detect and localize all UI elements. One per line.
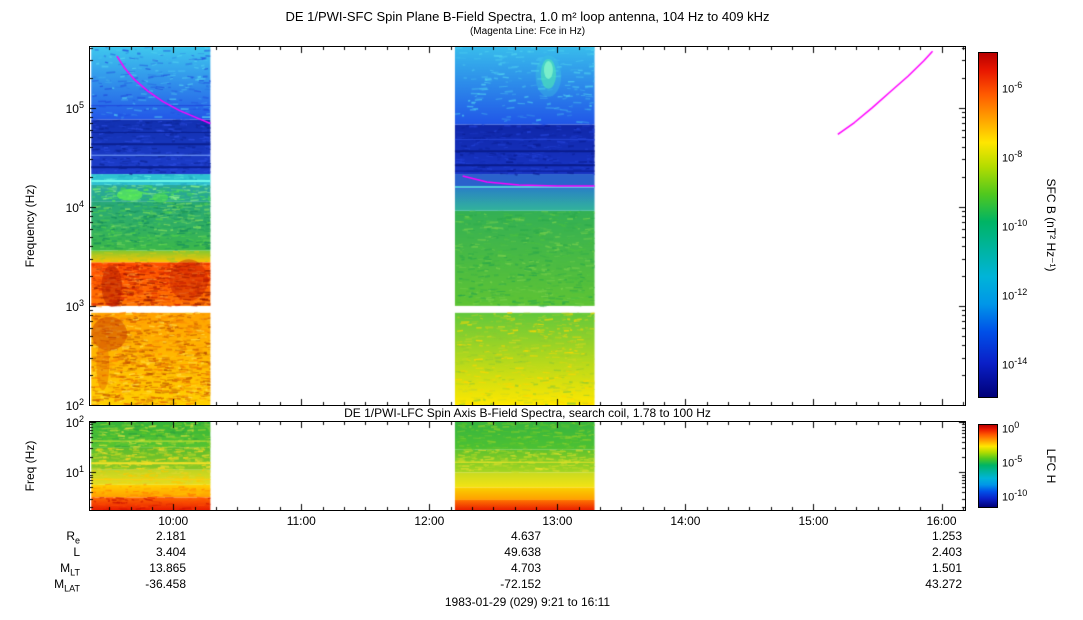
lfc-colorbar-tick-label: 10-5 — [1002, 453, 1023, 470]
time-tick-label: 16:00 — [926, 514, 957, 528]
sfc-colorbar-tick-label: 10-8 — [1002, 148, 1023, 165]
lfc-spectrogram-canvas — [90, 422, 965, 510]
lfc-panel-title: DE 1/PWI-LFC Spin Axis B-Field Spectra, … — [344, 406, 711, 420]
sfc-y-tick-label: 102 — [65, 397, 84, 413]
time-range-footer: 1983-01-29 (029) 9:21 to 16:11 — [444, 595, 611, 609]
ephemeris-value: 2.403 — [931, 545, 962, 559]
sfc-y-tick-label: 103 — [65, 297, 84, 314]
lfc-y-tick-label: 102 — [65, 414, 84, 430]
lfc-colorbar-tick-label: 100 — [1002, 420, 1020, 437]
ephemeris-value: 13.865 — [149, 561, 186, 575]
sfc-colorbar-tick-label: 10-10 — [1002, 218, 1028, 234]
sfc-y-axis-label: Frequency (Hz) — [23, 184, 37, 268]
sfc-colorbar — [978, 52, 998, 398]
lfc-y-tick-label: 101 — [65, 464, 84, 481]
time-tick-label: 14:00 — [670, 514, 701, 528]
ephemeris-row-label: L — [73, 545, 80, 559]
sfc-colorbar-tick-label: 10-12 — [1002, 287, 1028, 303]
ephemeris-value: 49.638 — [504, 545, 541, 559]
sfc-colorbar-label: SFC B (nT² Hz⁻¹) — [1044, 178, 1058, 272]
figure-subtitle: (Magenta Line: Fce in Hz) — [469, 26, 586, 37]
lfc-colorbar-label: LFC H — [1044, 448, 1058, 484]
sfc-colorbar-tick-label: 10-14 — [1002, 356, 1028, 373]
ephemeris-row-label: MLT — [60, 561, 80, 578]
sfc-y-tick-label: 104 — [65, 198, 84, 215]
ephemeris-value: 43.272 — [925, 577, 962, 591]
time-tick-label: 12:00 — [414, 514, 445, 528]
sfc-spectrogram-canvas — [90, 47, 965, 405]
ephemeris-value: 1.253 — [931, 529, 962, 543]
time-tick-label: 13:00 — [542, 514, 573, 528]
lfc-panel — [89, 421, 966, 511]
ephemeris-value: 2.181 — [155, 529, 186, 543]
time-tick-label: 11:00 — [286, 514, 316, 528]
sfc-y-tick-label: 105 — [65, 99, 84, 116]
time-tick-label: 15:00 — [798, 514, 829, 528]
ephemeris-row-label: Re — [66, 529, 80, 546]
ephemeris-value: 4.637 — [510, 529, 541, 543]
ephemeris-value: -36.458 — [145, 577, 186, 591]
ephemeris-value: -72.152 — [500, 577, 541, 591]
ephemeris-row-label: MLAT — [54, 577, 80, 594]
lfc-y-axis-label: Freq (Hz) — [23, 440, 37, 492]
lfc-colorbar-tick-label: 10-10 — [1002, 487, 1028, 504]
ephemeris-value: 1.501 — [931, 561, 962, 575]
ephemeris-value: 4.703 — [510, 561, 541, 575]
time-tick-label: 10:00 — [158, 514, 189, 528]
figure-title: DE 1/PWI-SFC Spin Plane B-Field Spectra,… — [285, 9, 770, 24]
ephemeris-value: 3.404 — [155, 545, 186, 559]
sfc-colorbar-tick-label: 10-6 — [1002, 79, 1023, 96]
sfc-panel — [89, 46, 966, 406]
lfc-colorbar — [978, 424, 998, 508]
